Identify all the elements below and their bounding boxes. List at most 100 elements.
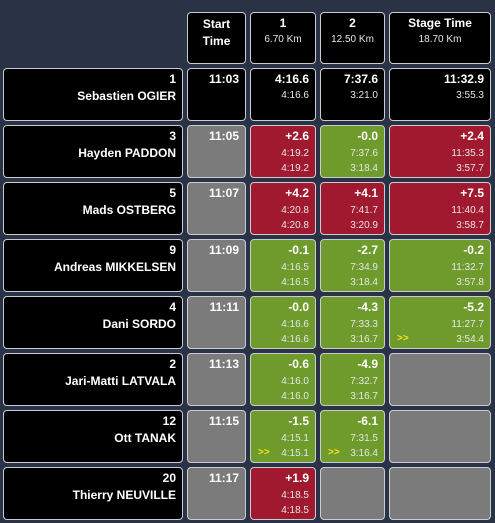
time-cell: +2.4 11:35.3 3:57.7 <box>389 125 491 178</box>
start-cell: 11:13 <box>187 353 246 406</box>
cumulative-time: 4:20.8 <box>281 205 309 216</box>
time-cell: +2.6 4:19.2 4:19.2 <box>250 125 316 178</box>
driver-name: Mads OSTBERG <box>82 203 176 217</box>
split-time: 4:15.1 <box>281 448 309 459</box>
time-cell: 11:32.9 3:55.3 <box>389 68 491 121</box>
time-delta: +1.9 <box>285 471 309 485</box>
car-number: 5 <box>169 186 176 200</box>
time-cell: +7.5 11:40.4 3:58.7 <box>389 182 491 235</box>
time-delta: +2.6 <box>285 129 309 143</box>
car-number: 9 <box>169 243 176 257</box>
time-delta: -6.1 <box>357 414 378 428</box>
time-cell: +4.1 7:41.7 3:20.9 <box>320 182 385 235</box>
cumulative-time: 4:16.6 <box>281 319 309 330</box>
column-subtitle: 12.50 Km <box>331 34 374 45</box>
start-cell: 11:05 <box>187 125 246 178</box>
driver-cell: 9 Andreas MIKKELSEN <box>3 239 183 292</box>
split-time: 3:18.4 <box>350 163 378 174</box>
start-time: 11:17 <box>208 471 239 485</box>
cumulative-time: 4:16.0 <box>281 376 309 387</box>
cumulative-time: 7:37.6 <box>343 72 378 86</box>
start-time: 11:05 <box>208 129 239 143</box>
time-cell: +1.9 4:18.5 4:18.5 <box>250 467 316 520</box>
driver-cell: 12 Ott TANAK <box>3 410 183 463</box>
cumulative-time: 11:32.7 <box>451 262 484 273</box>
split-time: 3:21.0 <box>350 90 378 101</box>
driver-name: Jari-Matti LATVALA <box>65 374 176 388</box>
start-time: 11:15 <box>208 414 239 428</box>
cumulative-time: 7:32.7 <box>350 376 378 387</box>
split-time: 3:16.4 <box>350 448 378 459</box>
time-cell <box>389 410 491 463</box>
time-delta: +2.4 <box>460 129 484 143</box>
cumulative-time: 11:35.3 <box>451 148 484 159</box>
car-number: 3 <box>169 129 176 143</box>
time-delta: -0.2 <box>463 243 484 257</box>
cumulative-time: 11:27.7 <box>451 319 484 330</box>
time-cell: -6.1 7:31.5 3:16.4 >> <box>320 410 385 463</box>
start-cell: 11:07 <box>187 182 246 235</box>
split-time: 3:55.3 <box>456 90 484 101</box>
cumulative-time: 7:37.6 <box>350 148 378 159</box>
split-time: 3:16.7 <box>350 334 378 345</box>
time-delta: -0.6 <box>288 357 309 371</box>
split-time: 3:57.7 <box>456 163 484 174</box>
driver-name: Sebastien OGIER <box>77 89 176 103</box>
split-time: 4:19.2 <box>281 163 309 174</box>
time-cell: -1.5 4:15.1 4:15.1 >> <box>250 410 316 463</box>
cumulative-time: 4:16.5 <box>281 262 309 273</box>
start-time: 11:11 <box>209 300 239 314</box>
driver-cell: 4 Dani SORDO <box>3 296 183 349</box>
time-cell: -0.6 4:16.0 4:16.0 <box>250 353 316 406</box>
time-delta: +7.5 <box>460 186 484 200</box>
start-time: 11:07 <box>208 186 239 200</box>
time-delta: +4.2 <box>285 186 309 200</box>
cumulative-time: 4:19.2 <box>281 148 309 159</box>
cumulative-time: 7:31.5 <box>350 433 378 444</box>
time-delta: -2.7 <box>357 243 378 257</box>
cumulative-time: 4:16.6 <box>274 72 309 86</box>
cumulative-time: 7:41.7 <box>350 205 378 216</box>
time-delta: -0.0 <box>357 129 378 143</box>
split-time: 3:18.4 <box>350 277 378 288</box>
column-title: 2 <box>349 16 356 30</box>
car-number: 12 <box>162 414 176 428</box>
time-delta: -4.9 <box>357 357 378 371</box>
time-delta: +4.1 <box>354 186 378 200</box>
split-time: 4:18.5 <box>281 505 309 516</box>
start-time: 11:03 <box>208 72 239 86</box>
column-title: Stage Time <box>408 16 472 30</box>
split-time: 3:16.7 <box>350 391 378 402</box>
time-cell: -0.2 11:32.7 3:57.8 <box>389 239 491 292</box>
time-delta: -0.0 <box>288 300 309 314</box>
car-number: 1 <box>169 72 176 86</box>
driver-cell: 1 Sebastien OGIER <box>3 68 183 121</box>
car-number: 20 <box>162 471 176 485</box>
driver-name: Hayden PADDON <box>78 146 176 160</box>
cumulative-time: 11:32.9 <box>443 72 484 86</box>
time-cell: 7:37.6 3:21.0 <box>320 68 385 121</box>
start-cell: 11:17 <box>187 467 246 520</box>
driver-cell: 20 Thierry NEUVILLE <box>3 467 183 520</box>
column-header: Stage Time 18.70 Km <box>389 12 491 64</box>
start-cell: 11:15 <box>187 410 246 463</box>
car-number: 2 <box>169 357 176 371</box>
time-cell: -4.9 7:32.7 3:16.7 <box>320 353 385 406</box>
time-delta: -0.1 <box>288 243 309 257</box>
split-time: 3:20.9 <box>350 220 378 231</box>
split-time: 4:16.6 <box>281 334 309 345</box>
split-time: 3:57.8 <box>456 277 484 288</box>
cumulative-time: 4:18.5 <box>281 490 309 501</box>
time-cell <box>389 353 491 406</box>
driver-name: Dani SORDO <box>102 317 176 331</box>
column-header: 2 12.50 Km <box>320 12 385 64</box>
start-cell: 11:11 <box>187 296 246 349</box>
split-time: 4:20.8 <box>281 220 309 231</box>
driver-name: Ott TANAK <box>114 431 176 445</box>
driver-cell: 3 Hayden PADDON <box>3 125 183 178</box>
cumulative-time: 7:33.3 <box>350 319 378 330</box>
car-number: 4 <box>169 300 176 314</box>
time-cell: 4:16.6 4:16.6 <box>250 68 316 121</box>
driver-cell: 5 Mads OSTBERG <box>3 182 183 235</box>
